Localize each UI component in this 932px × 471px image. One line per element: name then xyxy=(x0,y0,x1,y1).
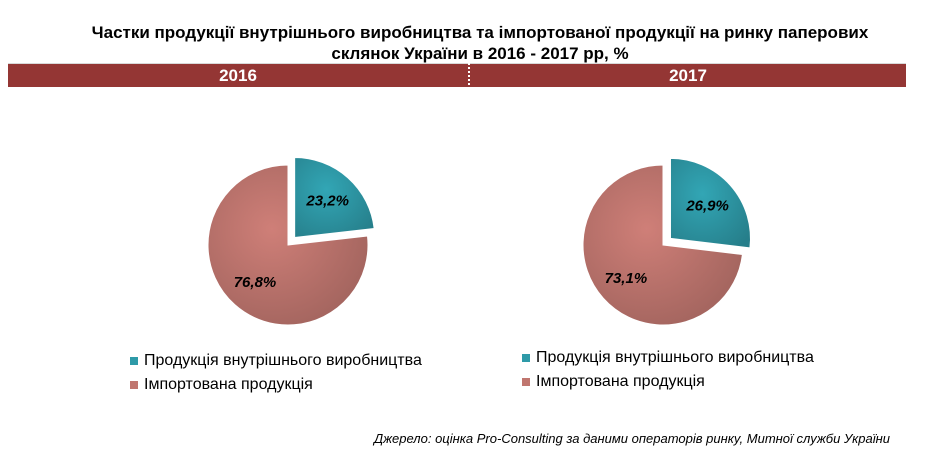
data-label-imported: 73,1% xyxy=(605,270,648,287)
legend-item-domestic: Продукція внутрішнього виробництва xyxy=(130,349,422,373)
band-divider xyxy=(468,63,470,87)
legend-swatch-domestic xyxy=(522,354,530,362)
year-label-2017: 2017 xyxy=(669,65,707,85)
year-band-2017: 2017 xyxy=(470,63,906,87)
data-label-domestic: 23,2% xyxy=(305,193,349,210)
year-band-2016: 2016 xyxy=(8,63,468,87)
legend-item-domestic: Продукція внутрішнього виробництва xyxy=(522,346,814,370)
pie-slice-imported xyxy=(207,164,369,326)
legend-label-domestic: Продукція внутрішнього виробництва xyxy=(144,352,422,369)
legend-label-imported: Імпортована продукція xyxy=(536,373,705,390)
legend-item-imported: Імпортована продукція xyxy=(522,370,814,394)
data-label-imported: 76,8% xyxy=(234,274,277,291)
chart-title: Частки продукції внутрішнього виробництв… xyxy=(91,23,869,63)
data-label-domestic: 26,9% xyxy=(685,197,729,214)
legend-item-imported: Імпортована продукція xyxy=(130,373,422,397)
pie-slice-imported xyxy=(582,164,743,326)
legend-swatch-imported xyxy=(522,378,530,386)
legend-2016: Продукція внутрішнього виробництва Імпор… xyxy=(130,349,422,397)
legend-label-imported: Імпортована продукція xyxy=(144,376,313,393)
pie-slice-domestic xyxy=(294,157,375,239)
year-label-2016: 2016 xyxy=(219,65,257,85)
pie-chart-2016: 23,2% 76,8% xyxy=(207,157,375,326)
legend-swatch-imported xyxy=(130,381,138,389)
source-note: Джерело: оцінка Pro-Consulting за даними… xyxy=(373,431,890,446)
legend-label-domestic: Продукція внутрішнього виробництва xyxy=(536,349,814,366)
legend-2017: Продукція внутрішнього виробництва Імпор… xyxy=(522,346,814,394)
pie-chart-2017: 26,9% 73,1% xyxy=(582,157,751,326)
pie-slice-domestic xyxy=(669,157,751,249)
legend-swatch-domestic xyxy=(130,357,138,365)
